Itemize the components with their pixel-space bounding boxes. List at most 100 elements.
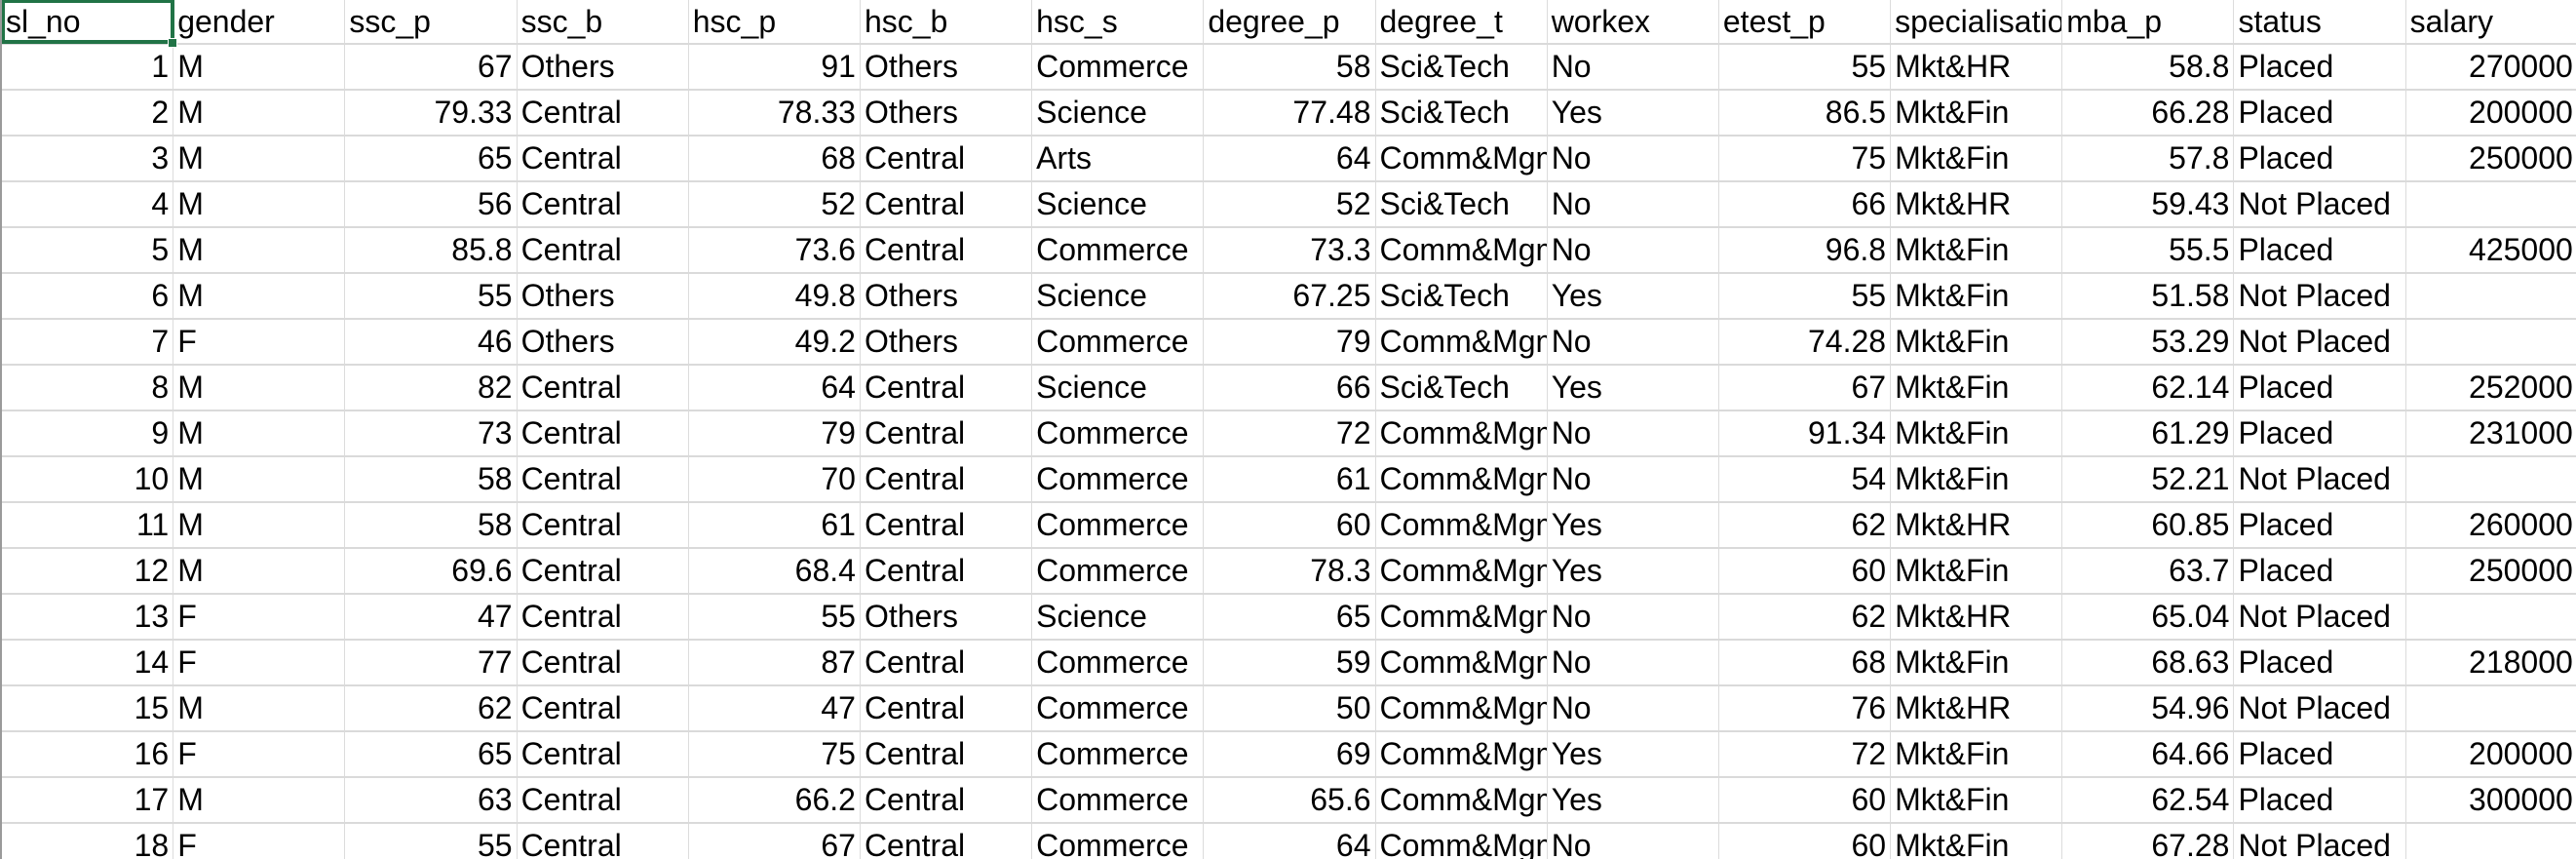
cell-workex[interactable]: No [1548, 411, 1719, 455]
cell-mba-p[interactable]: 67.28 [2062, 824, 2235, 859]
cell-etest-p[interactable]: 60 [1719, 824, 1892, 859]
cell-ssc-p[interactable]: 65 [345, 732, 518, 776]
cell-gender[interactable]: M [173, 274, 346, 318]
cell-etest-p[interactable]: 66 [1719, 182, 1892, 226]
cell-salary[interactable] [2406, 595, 2576, 639]
cell-hsc-p[interactable]: 47 [689, 686, 861, 730]
cell-gender[interactable]: M [173, 228, 346, 272]
cell-hsc-b[interactable]: Others [861, 45, 1033, 89]
cell-degree-p[interactable]: 64 [1204, 137, 1376, 180]
cell-etest-p[interactable]: 60 [1719, 549, 1892, 593]
cell-sl-no[interactable]: 11 [2, 503, 174, 547]
cell-gender[interactable]: M [173, 778, 346, 822]
cell-hsc-b[interactable]: Central [861, 641, 1033, 684]
cell-hsc-p[interactable]: 49.2 [689, 320, 861, 364]
cell-workex[interactable]: No [1548, 641, 1719, 684]
cell-specialisation[interactable]: Mkt&Fin [1891, 641, 2063, 684]
cell-hsc-s[interactable]: Commerce [1032, 45, 1205, 89]
cell-etest-p[interactable]: 54 [1719, 457, 1892, 501]
cell-workex[interactable]: Yes [1548, 503, 1719, 547]
cell-degree-p[interactable]: 78.3 [1204, 549, 1376, 593]
cell-ssc-b[interactable]: Central [518, 366, 689, 410]
cell-degree-t[interactable]: Comm&Mgmt [1376, 641, 1548, 684]
cell-hsc-s[interactable]: Commerce [1032, 732, 1205, 776]
cell-mba-p[interactable]: 64.66 [2062, 732, 2235, 776]
cell-degree-p[interactable]: 59 [1204, 641, 1376, 684]
cell-ssc-p[interactable]: 62 [345, 686, 518, 730]
cell-degree-p[interactable]: 77.48 [1204, 91, 1376, 135]
cell-mba-p[interactable]: 66.28 [2062, 91, 2235, 135]
cell-sl-no[interactable]: 17 [2, 778, 174, 822]
cell-mba-p[interactable]: 55.5 [2062, 228, 2235, 272]
cell-hsc-p[interactable]: 61 [689, 503, 861, 547]
cell-sl-no[interactable]: 15 [2, 686, 174, 730]
header-cell-hsc-s[interactable]: hsc_s [1032, 0, 1205, 43]
cell-hsc-b[interactable]: Central [861, 366, 1033, 410]
cell-degree-t[interactable]: Comm&Mgmt [1376, 595, 1548, 639]
cell-ssc-b[interactable]: Central [518, 503, 689, 547]
cell-salary[interactable]: 218000 [2406, 641, 2576, 684]
cell-ssc-p[interactable]: 82 [345, 366, 518, 410]
cell-specialisation[interactable]: Mkt&Fin [1891, 732, 2063, 776]
cell-salary[interactable]: 200000 [2406, 91, 2576, 135]
cell-gender[interactable]: M [173, 457, 346, 501]
cell-ssc-b[interactable]: Central [518, 457, 689, 501]
cell-specialisation[interactable]: Mkt&Fin [1891, 366, 2063, 410]
header-cell-etest-p[interactable]: etest_p [1719, 0, 1892, 43]
cell-hsc-p[interactable]: 70 [689, 457, 861, 501]
cell-status[interactable]: Not Placed [2234, 320, 2406, 364]
cell-status[interactable]: Not Placed [2234, 595, 2406, 639]
cell-hsc-p[interactable]: 75 [689, 732, 861, 776]
cell-workex[interactable]: No [1548, 457, 1719, 501]
cell-ssc-p[interactable]: 47 [345, 595, 518, 639]
cell-etest-p[interactable]: 74.28 [1719, 320, 1892, 364]
cell-status[interactable]: Placed [2234, 366, 2406, 410]
cell-hsc-s[interactable]: Commerce [1032, 320, 1205, 364]
cell-specialisation[interactable]: Mkt&HR [1891, 182, 2063, 226]
cell-ssc-b[interactable]: Central [518, 549, 689, 593]
cell-hsc-s[interactable]: Commerce [1032, 686, 1205, 730]
cell-status[interactable]: Placed [2234, 732, 2406, 776]
cell-status[interactable]: Placed [2234, 778, 2406, 822]
cell-gender[interactable]: M [173, 137, 346, 180]
cell-gender[interactable]: F [173, 320, 346, 364]
cell-salary[interactable]: 260000 [2406, 503, 2576, 547]
cell-degree-p[interactable]: 60 [1204, 503, 1376, 547]
cell-gender[interactable]: M [173, 366, 346, 410]
cell-ssc-p[interactable]: 46 [345, 320, 518, 364]
cell-hsc-p[interactable]: 68 [689, 137, 861, 180]
cell-degree-p[interactable]: 67.25 [1204, 274, 1376, 318]
cell-salary[interactable]: 270000 [2406, 45, 2576, 89]
cell-hsc-p[interactable]: 68.4 [689, 549, 861, 593]
cell-ssc-p[interactable]: 65 [345, 137, 518, 180]
cell-workex[interactable]: Yes [1548, 732, 1719, 776]
cell-salary[interactable] [2406, 686, 2576, 730]
cell-specialisation[interactable]: Mkt&Fin [1891, 457, 2063, 501]
cell-salary[interactable]: 300000 [2406, 778, 2576, 822]
cell-gender[interactable]: M [173, 91, 346, 135]
header-cell-degree-p[interactable]: degree_p [1204, 0, 1376, 43]
cell-degree-t[interactable]: Sci&Tech [1376, 366, 1548, 410]
cell-hsc-b[interactable]: Central [861, 686, 1033, 730]
cell-hsc-b[interactable]: Others [861, 274, 1033, 318]
cell-status[interactable]: Not Placed [2234, 824, 2406, 859]
cell-etest-p[interactable]: 62 [1719, 503, 1892, 547]
cell-degree-p[interactable]: 66 [1204, 366, 1376, 410]
cell-ssc-b[interactable]: Central [518, 411, 689, 455]
cell-gender[interactable]: M [173, 182, 346, 226]
cell-hsc-s[interactable]: Commerce [1032, 228, 1205, 272]
cell-status[interactable]: Placed [2234, 411, 2406, 455]
cell-salary[interactable] [2406, 320, 2576, 364]
cell-gender[interactable]: M [173, 549, 346, 593]
cell-status[interactable]: Placed [2234, 549, 2406, 593]
cell-status[interactable]: Placed [2234, 137, 2406, 180]
cell-degree-t[interactable]: Comm&Mgmt [1376, 778, 1548, 822]
cell-ssc-b[interactable]: Central [518, 641, 689, 684]
cell-degree-t[interactable]: Comm&Mgmt [1376, 320, 1548, 364]
cell-gender[interactable]: M [173, 411, 346, 455]
cell-mba-p[interactable]: 65.04 [2062, 595, 2235, 639]
cell-etest-p[interactable]: 67 [1719, 366, 1892, 410]
cell-etest-p[interactable]: 68 [1719, 641, 1892, 684]
cell-degree-p[interactable]: 52 [1204, 182, 1376, 226]
cell-hsc-s[interactable]: Science [1032, 595, 1205, 639]
